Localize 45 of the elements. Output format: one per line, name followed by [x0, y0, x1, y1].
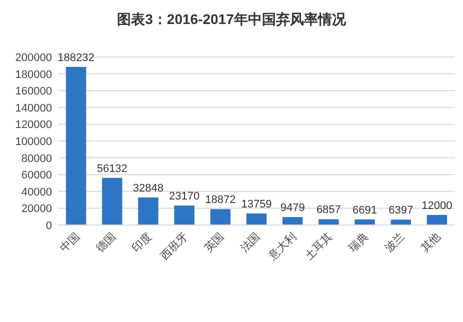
data-label: 9479 — [280, 202, 305, 214]
y-tick-label: 60000 — [21, 170, 52, 182]
data-label: 18872 — [205, 194, 236, 206]
bar — [246, 213, 267, 225]
bar — [426, 214, 448, 225]
x-tick-label: 印度 — [130, 230, 154, 255]
y-tick-label: 80000 — [21, 152, 52, 165]
bar — [390, 220, 411, 225]
bar — [174, 206, 194, 225]
data-label: 56132 — [96, 162, 128, 175]
y-tick-label: 140000 — [15, 102, 52, 114]
x-tick-label: 法国 — [238, 230, 263, 255]
x-tick-label: 西班牙 — [158, 230, 190, 262]
y-tick-label: 40000 — [21, 186, 52, 198]
x-tick-label: 英国 — [202, 230, 227, 255]
bar — [282, 217, 303, 225]
y-tick-label: 160000 — [15, 86, 52, 98]
x-tick-label: 意大利 — [265, 230, 299, 264]
data-label: 12000 — [422, 200, 452, 212]
data-label: 13759 — [241, 198, 272, 210]
bar — [354, 219, 375, 225]
x-tick-label: 中国 — [57, 230, 82, 255]
y-tick-label: 100000 — [15, 136, 52, 148]
x-tick-label: 其他 — [418, 230, 444, 255]
x-tick-label: 德国 — [94, 230, 118, 255]
x-tick-label: 波兰 — [382, 230, 407, 255]
x-tick-label: 土耳其 — [302, 230, 335, 262]
y-tick-label: 180000 — [15, 68, 52, 81]
data-label: 32848 — [132, 182, 164, 194]
y-tick-label: 0 — [46, 220, 52, 232]
bar — [138, 197, 158, 225]
data-label: 6857 — [316, 204, 341, 216]
bar — [318, 219, 339, 225]
chart-title: 图表3：2016-2017年中国弃风率情况 — [117, 11, 347, 27]
data-label: 6397 — [388, 204, 414, 217]
bar — [102, 178, 122, 225]
y-tick-label: 120000 — [15, 119, 52, 132]
data-label: 188232 — [58, 52, 94, 64]
bar — [66, 66, 86, 225]
data-label: 6691 — [352, 204, 378, 216]
x-tick-label: 瑞典 — [346, 230, 371, 255]
data-label: 23170 — [169, 190, 200, 203]
bar — [210, 209, 231, 225]
y-tick-label: 200000 — [15, 52, 52, 64]
y-tick-label: 20000 — [21, 203, 52, 216]
